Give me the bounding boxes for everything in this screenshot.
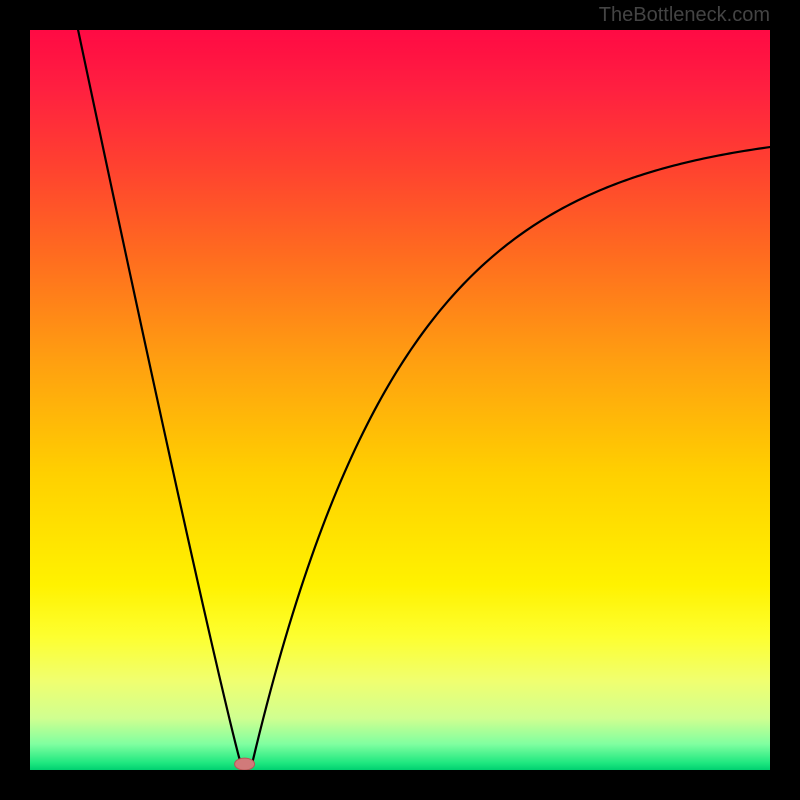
gradient-background	[30, 30, 770, 770]
plot-area	[30, 30, 770, 770]
chart-container: TheBottleneck.com	[0, 0, 800, 800]
watermark-text: TheBottleneck.com	[599, 4, 770, 27]
optimal-point-marker	[235, 758, 255, 770]
plot-svg	[30, 30, 770, 770]
